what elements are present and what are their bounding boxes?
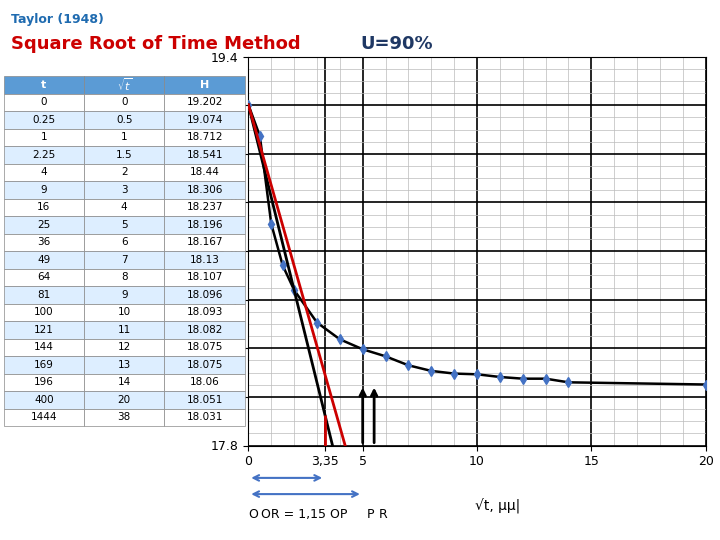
Text: OR = 1,15 OP: OR = 1,15 OP: [261, 508, 348, 521]
Text: Square Root of Time Method: Square Root of Time Method: [11, 35, 300, 53]
Y-axis label: H, mm: H, mm: [192, 228, 205, 274]
Text: U=90%: U=90%: [360, 35, 433, 53]
Text: R: R: [379, 508, 387, 521]
Text: P: P: [366, 508, 374, 521]
Text: √t, μμ|: √t, μμ|: [475, 498, 521, 514]
Text: O: O: [248, 508, 258, 521]
Text: Taylor (1948): Taylor (1948): [11, 14, 104, 26]
